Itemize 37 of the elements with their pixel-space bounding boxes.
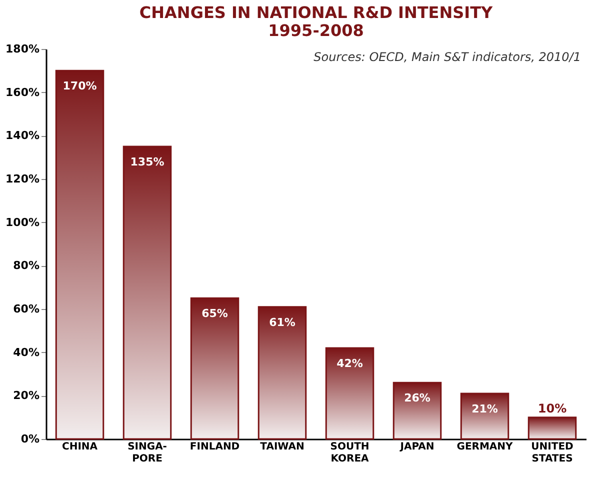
annotation: Sources: OECD, Main S&T indicators, 2010/1 <box>314 50 581 64</box>
bar <box>528 416 577 440</box>
y-tick-label: 20% <box>13 389 40 402</box>
y-tick-label: 0% <box>20 432 40 446</box>
data-label: 170% <box>62 80 97 93</box>
bar <box>122 146 172 440</box>
x-tick-label: JAPAN <box>399 442 434 452</box>
data-label: 65% <box>202 307 228 320</box>
y-tick-label: 100% <box>6 216 40 229</box>
data-label: 42% <box>336 357 363 370</box>
y-tick-label: 180% <box>6 42 40 56</box>
bar <box>258 306 307 440</box>
text: CHANGES IN NATIONAL R&D INTENSITY <box>139 3 493 22</box>
y-tick-label: 160% <box>6 86 40 99</box>
bar <box>55 70 104 440</box>
x-tick-label: SOUTH KOREA <box>330 442 370 464</box>
bar <box>325 347 374 440</box>
x-tick-label: GERMANY <box>456 442 514 452</box>
x-tick-label: SINGA- PORE <box>128 442 167 464</box>
text: 1995-2008 <box>268 21 364 40</box>
x-tick-label: TAIWAN <box>260 442 304 452</box>
y-tick-label: 40% <box>13 346 40 359</box>
x-tick-label: CHINA <box>62 442 98 452</box>
bar <box>460 392 510 440</box>
y-tick-label: 60% <box>13 302 40 316</box>
data-label: 61% <box>269 316 296 329</box>
x-tick-label: FINLAND <box>190 442 240 452</box>
data-label: 21% <box>472 402 498 416</box>
y-tick-label: 120% <box>6 172 40 186</box>
y-tick-label: 140% <box>6 129 40 142</box>
x-tick-label: UNITED STATES <box>531 442 574 464</box>
bar <box>392 382 442 440</box>
data-label: 10% <box>538 401 567 416</box>
y-tick-label: 80% <box>13 259 40 272</box>
data-label: 26% <box>404 392 430 405</box>
data-label: 135% <box>130 156 164 168</box>
bar <box>190 297 240 440</box>
